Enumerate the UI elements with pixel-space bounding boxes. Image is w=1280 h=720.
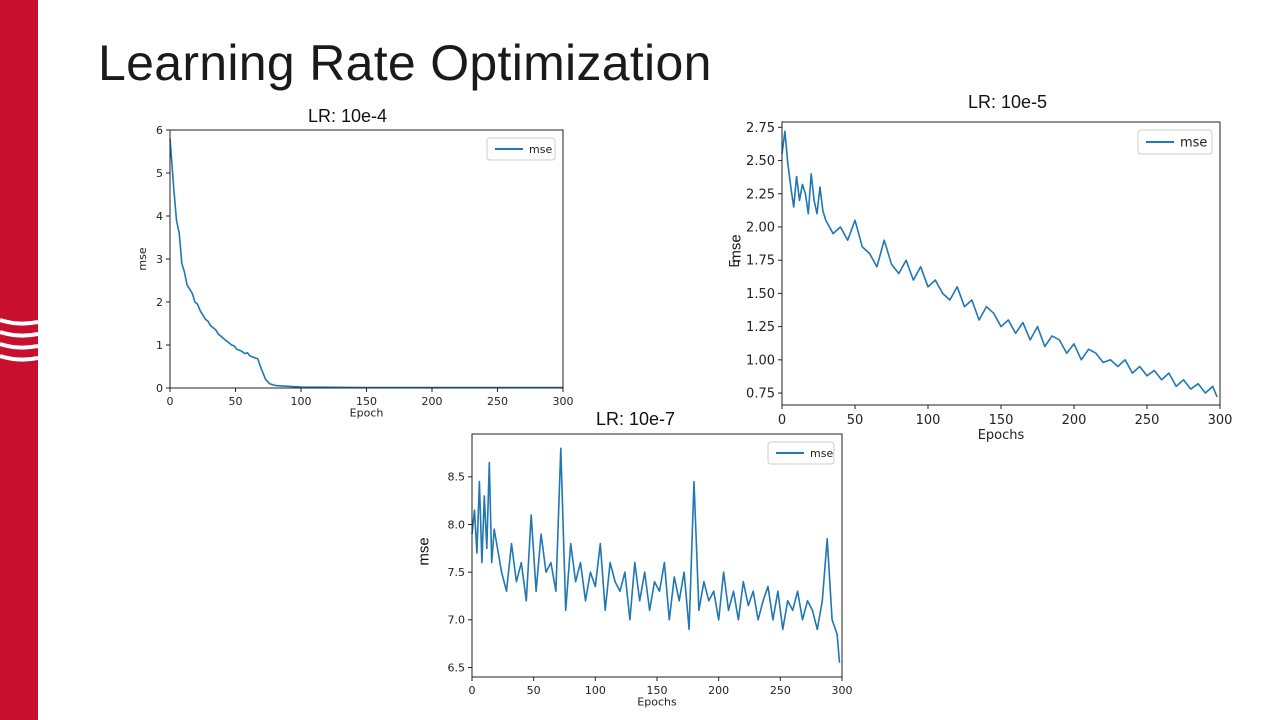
y-tick-label: 1.00 [746, 353, 775, 368]
y-axis-label: E [728, 259, 743, 267]
slide-accent-bar [0, 0, 38, 720]
plot-frame [781, 121, 1221, 406]
x-tick-label: 200 [1062, 413, 1087, 428]
y-tick-label: 7.0 [448, 614, 466, 627]
series-line-mse [169, 138, 563, 389]
x-tick-label: 250 [770, 684, 791, 697]
y-tick-label: 6.5 [448, 661, 466, 674]
chart2-ylabel-overlay: mse [727, 234, 745, 263]
legend-box [1137, 129, 1213, 155]
chart-lr-10e-5: 0 50 100 150 200 250 300 0.75 1.00 1.25 1.50 1.75 2.… [728, 121, 1233, 443]
legend-label: mse [529, 143, 552, 156]
x-tick-label: 150 [356, 395, 377, 408]
series-line-mse [781, 130, 1218, 398]
plot-frame [471, 433, 843, 678]
y-tick-label: 2.50 [746, 154, 775, 169]
chart1-caption: LR: 10e-4 [308, 106, 388, 126]
y-tick-label: 3 [156, 253, 163, 266]
wave-stripes-icon [0, 318, 38, 362]
legend-label: mse [810, 447, 833, 460]
y-tick-label: 2.00 [746, 221, 775, 236]
y-tick-label: 8.0 [448, 518, 466, 531]
y-tick-label: 1 [156, 339, 163, 352]
y-tick-label: 1.50 [746, 287, 775, 302]
x-tick-label: 0 [469, 684, 476, 697]
y-tick-label: 0.75 [746, 387, 775, 402]
x-tick-label: 200 [422, 395, 443, 408]
x-tick-label: 0 [778, 413, 786, 428]
chart-lr-10e-7: 0 50 100 150 200 250 300 6.5 7.0 7.5 8.0 8.5 mse Epoc… [448, 433, 853, 709]
x-tick-label: 150 [647, 684, 668, 697]
chart2-caption: LR: 10e-5 [968, 92, 1048, 112]
x-tick-label: 50 [847, 413, 864, 428]
y-tick-label: 4 [156, 210, 163, 223]
x-tick-label: 100 [585, 684, 606, 697]
legend-label: mse [1180, 136, 1207, 151]
series-line-mse [471, 447, 841, 663]
x-axis-label: Epoch [350, 407, 384, 420]
x-tick-label: 100 [291, 395, 312, 408]
plot-frame [169, 129, 564, 389]
x-tick-label: 0 [167, 395, 174, 408]
y-tick-label: 8.5 [448, 471, 466, 484]
chart3-caption: LR: 10e-7 [596, 409, 676, 429]
x-tick-label: 300 [832, 684, 853, 697]
slide-title: Learning Rate Optimization [98, 35, 712, 91]
chart3-ylabel-overlay: mse [415, 537, 433, 566]
y-tick-label: 1.25 [746, 320, 775, 335]
y-tick-label: 1.75 [746, 254, 775, 269]
y-tick-label: 6 [156, 124, 163, 137]
x-axis-label: Epochs [637, 696, 677, 709]
y-tick-label: 5 [156, 167, 163, 180]
x-tick-label: 50 [229, 395, 243, 408]
x-tick-label: 250 [1135, 413, 1160, 428]
x-tick-label: 300 [1208, 413, 1233, 428]
x-tick-label: 50 [527, 684, 541, 697]
x-tick-label: 300 [553, 395, 574, 408]
y-tick-label: 0 [156, 382, 163, 395]
y-axis-label: mse [136, 247, 149, 270]
y-tick-label: 2 [156, 296, 163, 309]
y-tick-label: 2.25 [746, 187, 775, 202]
x-tick-label: 100 [916, 413, 941, 428]
x-tick-label: 200 [708, 684, 729, 697]
y-tick-label: 7.5 [448, 566, 466, 579]
chart-lr-10e-4: 0 50 100 150 200 250 300 0 1 2 3 4 5 6 mse Epoch mse [136, 124, 574, 420]
x-tick-label: 250 [487, 395, 508, 408]
x-axis-label: Epochs [978, 428, 1025, 443]
y-tick-label: 2.75 [746, 121, 775, 136]
x-tick-label: 150 [989, 413, 1014, 428]
